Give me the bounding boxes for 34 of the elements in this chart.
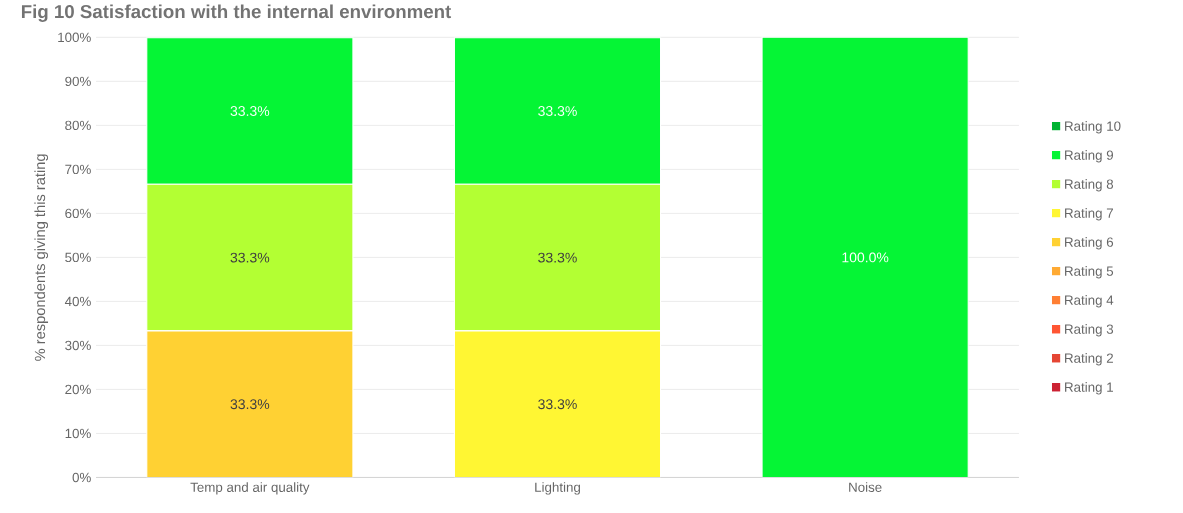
x-tick-label: Temp and air quality bbox=[190, 481, 310, 495]
data-label: 33.3% bbox=[538, 105, 577, 116]
legend-label: Rating 2 bbox=[1065, 352, 1113, 366]
data-label: 100.0% bbox=[842, 252, 889, 263]
y-tick-label: 90% bbox=[65, 76, 91, 86]
chart-title: Fig 10 Satisfaction with the internal environment bbox=[21, 4, 452, 22]
y-tick-label: 20% bbox=[65, 384, 91, 394]
legend-label: Rating 4 bbox=[1065, 294, 1114, 308]
data-label: 33.3% bbox=[230, 399, 270, 409]
y-tick-label: 100% bbox=[58, 32, 91, 42]
y-tick-label: 80% bbox=[65, 120, 91, 130]
legend-label: Rating 10 bbox=[1065, 120, 1121, 134]
bar bbox=[761, 36, 969, 478]
data-label: 33.3% bbox=[230, 105, 270, 116]
y-tick-label: 50% bbox=[65, 252, 91, 262]
data-label: 33.3% bbox=[230, 252, 270, 263]
data-label: 33.3% bbox=[538, 252, 577, 263]
legend-label: Rating 3 bbox=[1065, 323, 1114, 337]
legend-label: Rating 7 bbox=[1065, 207, 1113, 221]
data-label: 33.3% bbox=[538, 399, 577, 409]
y-tick-label: 70% bbox=[65, 164, 91, 174]
y-axis-title: % respondents giving this rating bbox=[34, 154, 49, 361]
y-tick-label: 10% bbox=[65, 428, 91, 438]
legend-label: Rating 8 bbox=[1065, 178, 1114, 192]
x-tick-label: Lighting bbox=[535, 481, 580, 495]
y-tick-label: 30% bbox=[65, 340, 91, 350]
legend-label: Rating 9 bbox=[1065, 149, 1114, 163]
legend-label: Rating 1 bbox=[1065, 381, 1113, 395]
y-tick-label: 60% bbox=[65, 208, 91, 218]
legend-label: Rating 5 bbox=[1065, 265, 1114, 279]
y-tick-label: 40% bbox=[64, 296, 91, 306]
y-tick-label: 0% bbox=[72, 472, 91, 482]
x-tick-label: Noise bbox=[849, 481, 882, 492]
legend-label: Rating 6 bbox=[1065, 236, 1114, 250]
